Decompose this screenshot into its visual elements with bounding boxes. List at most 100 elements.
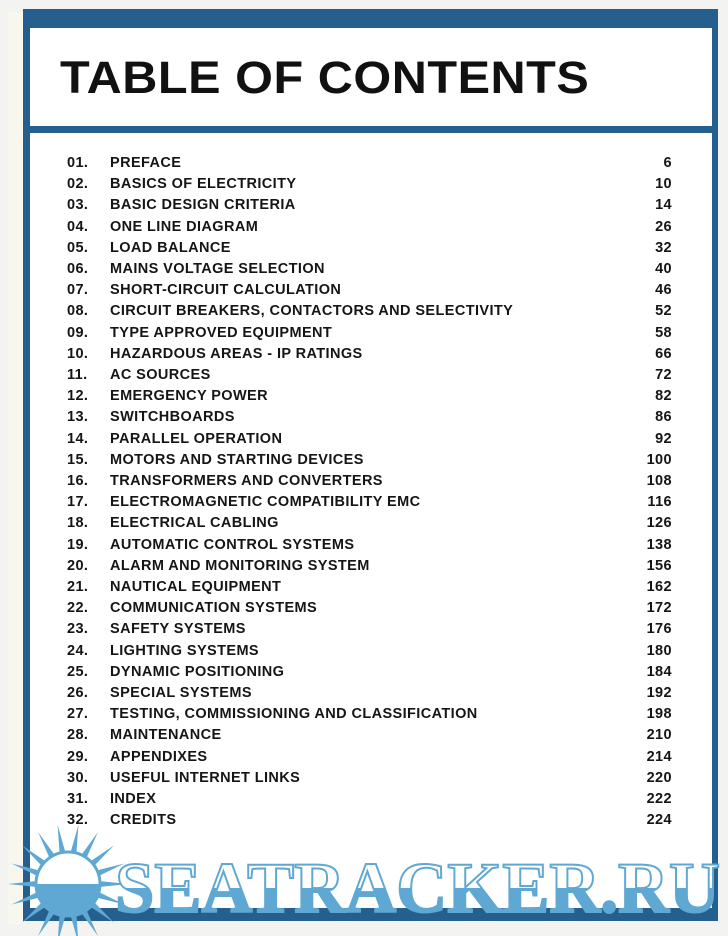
sun-ray	[88, 845, 114, 868]
sun-ray	[97, 880, 128, 888]
entry-title: USEFUL INTERNET LINKS	[110, 769, 301, 786]
entry-number: 23.	[67, 621, 89, 638]
entry-title: PREFACE	[110, 155, 182, 171]
entry-page: 66	[655, 345, 672, 362]
toc-list: 01. PREFACE 6 02. BASICS OF ELECTRICITY 10 03.…	[30, 133, 712, 908]
watermark-text: SEATRACKER.RU	[115, 848, 720, 928]
toc-entry: 14. PARALLEL OPERATION 92	[30, 431, 712, 451]
toc-entry: 30. USEFUL INTERNET LINKS 220	[30, 770, 712, 790]
toc-entry: 28. MAINTENANCE 210	[30, 727, 712, 747]
sun-disc	[34, 850, 102, 918]
entry-page: 72	[655, 367, 672, 383]
entry-page: 214	[646, 748, 672, 765]
entry-page: 92	[655, 430, 672, 447]
entry-page: 116	[647, 494, 672, 511]
toc-entry: 09. TYPE APPROVED EQUIPMENT 58	[30, 325, 712, 345]
entry-page: 82	[655, 388, 672, 405]
entry-page: 52	[655, 303, 672, 320]
entry-page: 222	[646, 791, 672, 807]
entry-title: SHORT-CIRCUIT CALCULATION	[110, 282, 342, 299]
toc-entry: 13. SWITCHBOARDS 86	[30, 409, 712, 429]
entry-title: LIGHTING SYSTEMS	[110, 642, 259, 659]
entry-number: 21.	[67, 579, 89, 595]
entry-number: 32.	[67, 812, 89, 829]
entry-number: 26.	[67, 685, 89, 701]
toc-entry: 23. SAFETY SYSTEMS 176	[30, 621, 712, 641]
entry-page: 220	[646, 769, 672, 786]
entry-title: ONE LINE DIAGRAM	[110, 218, 259, 235]
entry-page: 172	[646, 600, 672, 617]
toc-entry: 01. PREFACE 6	[30, 155, 712, 175]
toc-entry: 24. LIGHTING SYSTEMS 180	[30, 643, 712, 663]
entry-number: 06.	[67, 261, 89, 277]
entry-page: 198	[646, 706, 672, 723]
entry-number: 03.	[67, 197, 89, 214]
sun-ray	[70, 824, 79, 856]
page-edge	[8, 12, 23, 924]
entry-number: 28.	[67, 727, 89, 744]
entry-page: 108	[646, 473, 672, 489]
entry-page: 10	[655, 176, 672, 193]
entry-title: COMMUNICATION SYSTEMS	[110, 600, 318, 617]
sun-icon	[8, 824, 128, 936]
entry-title: HAZARDOUS AREAS - IP RATINGS	[110, 345, 363, 362]
entry-number: 02.	[67, 176, 89, 193]
toc-entry: 21. NAUTICAL EQUIPMENT 162	[30, 579, 712, 599]
entry-title: PARALLEL OPERATION	[110, 430, 283, 447]
entry-number: 16.	[67, 473, 89, 489]
entry-page: 180	[646, 642, 672, 659]
sun-ray	[58, 912, 66, 936]
watermark: SEATRACKER.RU	[8, 824, 721, 936]
entry-number: 04.	[67, 218, 89, 235]
toc-entry: 04. ONE LINE DIAGRAM 26	[30, 219, 712, 239]
entry-number: 07.	[67, 282, 89, 299]
toc-entry: 18. ELECTRICAL CABLING 126	[30, 515, 712, 535]
sun-ray	[8, 880, 39, 888]
entry-title: ELECTRICAL CABLING	[110, 515, 279, 532]
entry-title: MAINS VOLTAGE SELECTION	[110, 261, 325, 277]
entry-page: 176	[646, 621, 672, 638]
toc-entry: 22. COMMUNICATION SYSTEMS 172	[30, 600, 712, 620]
entry-number: 09.	[67, 324, 89, 341]
sun-ray	[94, 891, 125, 905]
entry-number: 29.	[67, 748, 89, 765]
entry-title: ALARM AND MONITORING SYSTEM	[110, 557, 370, 574]
title-box: TABLE OF CONTENTS	[30, 28, 712, 126]
entry-number: 20.	[67, 557, 89, 574]
toc-entry: 03. BASIC DESIGN CRITERIA 14	[30, 197, 712, 217]
entry-title: TRANSFORMERS AND CONVERTERS	[110, 473, 383, 489]
entry-page: 32	[655, 239, 672, 256]
entry-page: 192	[646, 685, 672, 701]
toc-entry: 08. CIRCUIT BREAKERS, CONTACTORS AND SELE…	[30, 303, 712, 323]
toc-entry: 17. ELECTROMAGNETIC COMPATIBILITY EMC 116	[30, 494, 712, 514]
sun-ray	[11, 863, 42, 877]
entry-number: 13.	[67, 409, 89, 426]
sun-ray	[70, 912, 78, 936]
entry-number: 12.	[67, 388, 89, 405]
entry-title: SAFETY SYSTEMS	[110, 621, 246, 638]
entry-title: TESTING, COMMISSIONING AND CLASSIFICATIO…	[110, 706, 478, 723]
entry-page: 40	[655, 261, 672, 277]
entry-number: 19.	[67, 536, 89, 553]
toc-entry: 32. CREDITS 224	[30, 812, 712, 832]
entry-number: 31.	[67, 791, 89, 807]
entry-number: 30.	[67, 769, 89, 786]
entry-number: 08.	[67, 303, 89, 320]
sun-ray	[38, 832, 56, 860]
toc-entry: 05. LOAD BALANCE 32	[30, 240, 712, 260]
entry-title: APPENDIXES	[110, 748, 208, 765]
entry-page: 156	[646, 557, 672, 574]
toc-entry: 26. SPECIAL SYSTEMS 192	[30, 685, 712, 705]
entry-page: 46	[655, 282, 672, 299]
entry-page: 210	[646, 727, 672, 744]
entry-title: DYNAMIC POSITIONING	[110, 663, 285, 680]
entry-page: 224	[646, 812, 672, 829]
entry-page: 86	[655, 409, 672, 426]
entry-number: 01.	[67, 155, 89, 171]
entry-page: 100	[646, 451, 672, 468]
toc-entry: 27. TESTING, COMMISSIONING AND CLASSIFICA…	[30, 706, 712, 726]
entry-title: BASICS OF ELECTRICITY	[110, 176, 297, 193]
toc-entry: 12. EMERGENCY POWER 82	[30, 388, 712, 408]
sun-ray	[88, 900, 114, 923]
entry-title: MAINTENANCE	[110, 727, 222, 744]
